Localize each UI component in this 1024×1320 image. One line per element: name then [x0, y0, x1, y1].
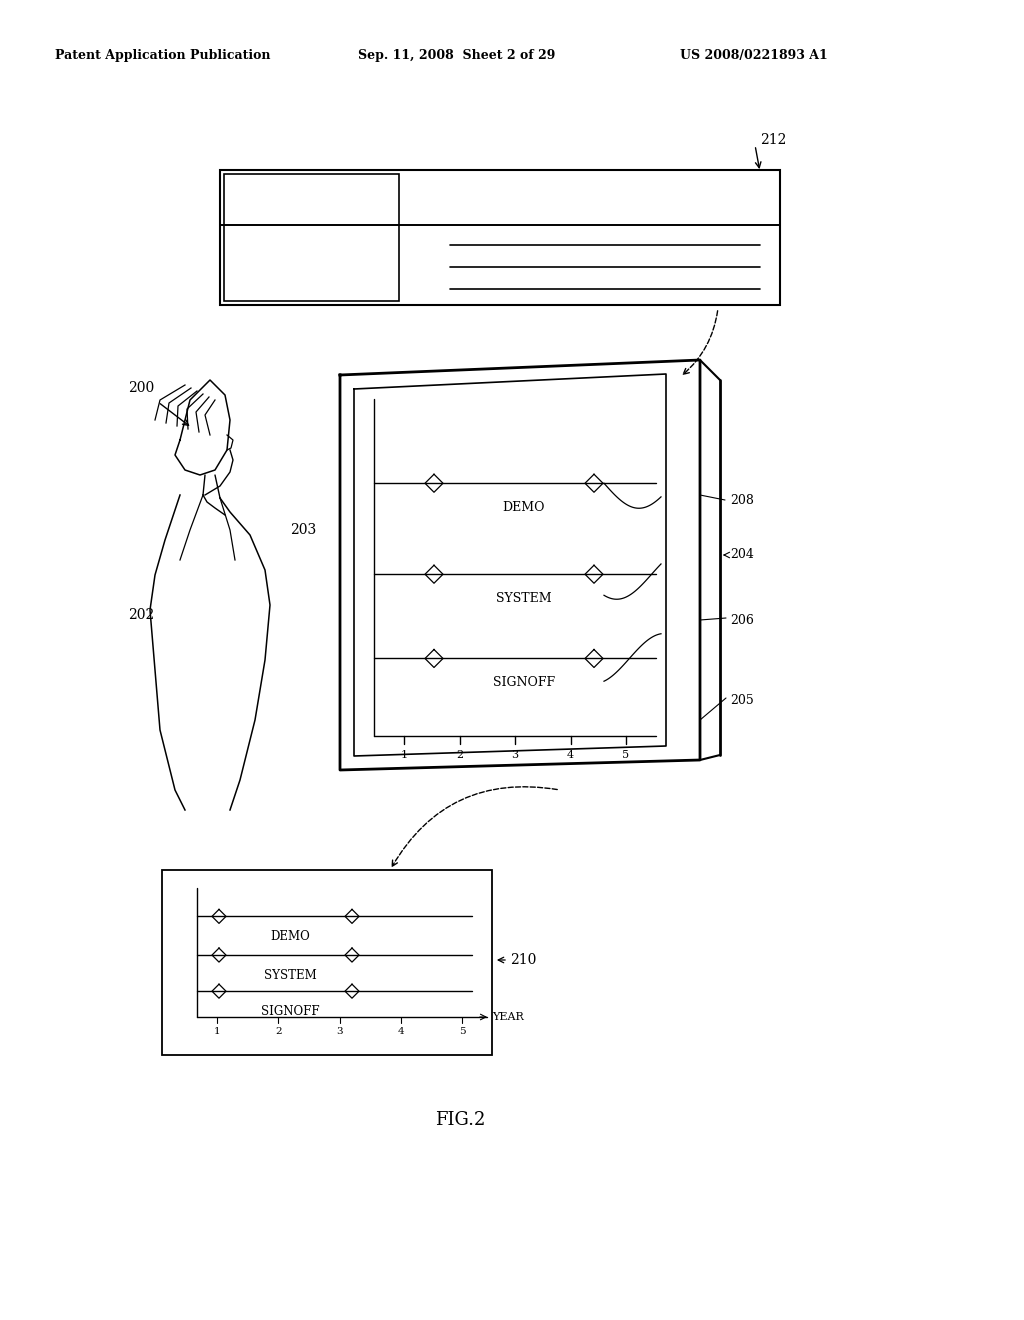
Text: 5: 5: [623, 750, 630, 760]
Text: 210: 210: [510, 953, 537, 968]
Text: 3: 3: [336, 1027, 343, 1036]
Text: Sep. 11, 2008  Sheet 2 of 29: Sep. 11, 2008 Sheet 2 of 29: [358, 49, 555, 62]
Text: 203: 203: [290, 523, 316, 537]
Text: 212: 212: [760, 133, 786, 147]
Text: 205: 205: [730, 693, 754, 706]
Text: DEMO: DEMO: [503, 502, 545, 515]
Text: 2: 2: [456, 750, 463, 760]
Text: 1: 1: [400, 750, 408, 760]
Text: US 2008/0221893 A1: US 2008/0221893 A1: [680, 49, 827, 62]
Text: 1: 1: [214, 1027, 220, 1036]
Bar: [220, 170, 780, 305]
Text: 3: 3: [511, 750, 518, 760]
Text: 208: 208: [730, 494, 754, 507]
Bar: [162, 870, 492, 1055]
Text: 2: 2: [274, 1027, 282, 1036]
Bar: [224, 174, 399, 301]
Text: 204: 204: [730, 549, 754, 561]
Text: DEMO: DEMO: [270, 931, 310, 944]
Text: Patent Application Publication: Patent Application Publication: [55, 49, 270, 62]
Text: SYSTEM: SYSTEM: [497, 593, 552, 606]
Text: SYSTEM: SYSTEM: [264, 969, 316, 982]
Text: 4: 4: [397, 1027, 404, 1036]
Text: YEAR: YEAR: [492, 1012, 523, 1022]
Text: FIG.2: FIG.2: [435, 1111, 485, 1129]
Text: 4: 4: [567, 750, 574, 760]
Text: 5: 5: [459, 1027, 465, 1036]
Text: 200: 200: [128, 381, 155, 395]
Text: SIGNOFF: SIGNOFF: [261, 1006, 319, 1018]
Text: SIGNOFF: SIGNOFF: [493, 676, 555, 689]
Text: 202: 202: [128, 609, 155, 622]
Text: 206: 206: [730, 614, 754, 627]
